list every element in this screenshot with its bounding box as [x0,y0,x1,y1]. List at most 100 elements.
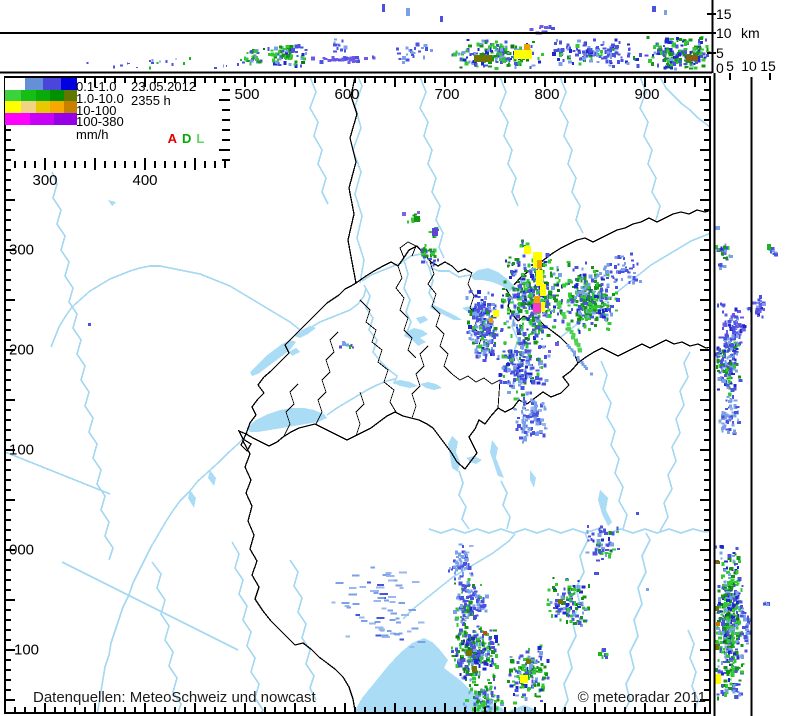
echo-cell [597,533,602,538]
echo-cell [691,50,695,54]
echo-cell [466,605,470,610]
echo-cell [733,350,737,355]
echo-cell [539,421,542,426]
echo-cell [720,359,723,364]
echo-cell [584,306,587,310]
echo-cell [543,325,548,329]
echo-cell [455,653,459,657]
echo-cell [483,701,487,705]
echo-cell [724,652,727,655]
echo-cell [381,635,390,638]
echo-cell [494,66,499,70]
echo-cell [524,400,527,404]
echo-cell [663,54,667,58]
echo-cell [672,42,677,45]
echo-cell [603,274,607,277]
echo-cell [524,275,527,278]
echo-cell [724,333,729,336]
echo-cell [86,62,89,64]
echo-cell [473,586,477,590]
echo-cell [473,332,477,336]
echo-cell [726,346,730,349]
echo-cell [453,610,457,615]
echo-cell [720,610,723,613]
echo-cell [479,636,484,640]
echo-streak-cell [585,367,589,370]
echo-cell [461,51,466,55]
echo-cell [557,273,562,277]
echo-cell [594,304,598,309]
echo-cell [732,554,735,557]
echo-cell [730,643,734,648]
echo-cell [722,425,727,430]
echo-cell [583,296,587,301]
echo-cell [587,314,591,318]
echo-cell [508,256,512,259]
echo-spark [602,648,606,652]
echo-cell [587,328,591,332]
echo-cell [731,326,735,330]
echo-cell [541,678,545,681]
echo-cell [684,65,687,69]
echo-cell [587,285,591,290]
echo-cell [565,577,569,580]
echo-cell [512,407,516,410]
echo-cell [517,264,520,267]
echo-cell [529,333,533,335]
echo-cell [422,255,426,259]
country-border [355,245,473,284]
echo-cell [556,38,558,42]
echo-cell [604,553,607,557]
echo-cell [475,354,480,359]
echo-cell [387,609,393,612]
echo-spot [406,8,410,16]
echo-cell [545,303,550,305]
echo-spot [474,55,492,62]
echo-cell [729,326,731,328]
echo-cell [617,263,620,266]
echo-cell [582,595,587,599]
echo-cell [283,61,287,65]
echo-cell [720,647,723,651]
echo-cell [502,301,505,304]
echo-cell [543,665,547,669]
country-border [242,440,356,712]
echo-cell [601,557,605,560]
echo-cell [657,42,660,47]
echo-streak-cell [578,348,583,353]
echo-cell [733,404,737,407]
echo-cell [721,349,724,354]
echo-cell [469,673,473,677]
echo-cell [282,47,287,50]
echo-cell [540,657,542,661]
echo-cell [591,278,595,283]
echo-cell [559,310,562,315]
echo-cell [728,367,733,372]
echo-cell [538,366,542,369]
echo-cell [513,313,518,315]
echo-cell [343,45,348,50]
echo-cell [515,686,519,689]
echo-cell [464,604,469,607]
echo-cell [588,274,593,279]
lake-shape [108,200,116,206]
echo-cell [716,631,720,635]
echo-cell [454,582,457,585]
lake-shape [208,470,216,486]
echo-cell [722,247,725,251]
echo-cell [740,316,745,319]
echo-cell [735,595,739,600]
echo-cell [585,292,588,296]
echo-cell [513,304,517,309]
echo-cell [465,555,468,559]
echo-cell [529,318,533,322]
echo-cell [509,296,513,300]
echo-cell [566,260,571,263]
echo-cell [538,671,543,674]
echo-cell [727,320,732,324]
echo-cell [729,398,733,401]
echo-cell [759,304,763,308]
echo-cell [476,42,480,47]
echo-cell [717,605,722,609]
river-path [5,451,111,495]
